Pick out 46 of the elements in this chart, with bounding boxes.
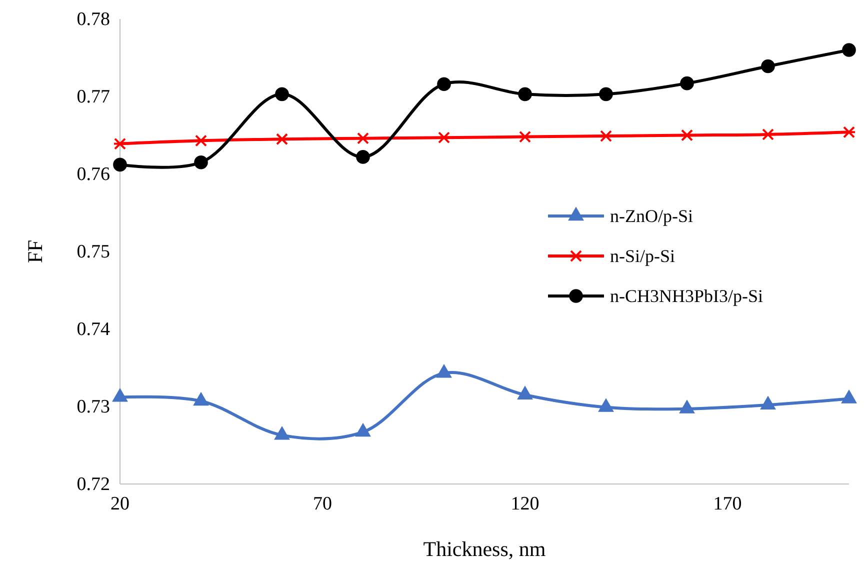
point: [842, 126, 856, 138]
point: [356, 150, 370, 164]
point: [518, 87, 532, 102]
y-tick-label: 0.75: [76, 242, 110, 263]
point: [113, 138, 127, 150]
point: [760, 396, 776, 410]
x-tick-label: 70: [313, 493, 332, 514]
point: [680, 129, 694, 142]
point: [761, 59, 775, 74]
point: [275, 133, 289, 146]
y-tick-label: 0.78: [76, 9, 110, 30]
point: [761, 128, 775, 140]
point: [679, 400, 695, 414]
point: [841, 390, 857, 404]
y-tick-label: 0.76: [76, 164, 110, 186]
point: [113, 158, 127, 172]
point: [112, 388, 128, 402]
point: [599, 130, 613, 142]
y-tick-label: 0.77: [76, 86, 110, 108]
y-axis-title: FF: [23, 240, 47, 264]
point: [437, 132, 451, 144]
x-tick-label: 20: [110, 493, 130, 514]
point: [598, 398, 614, 412]
y-tick-label: 0.74: [76, 319, 110, 340]
point: [437, 77, 451, 91]
y-tick-label: 0.72: [76, 474, 110, 496]
point: [517, 386, 533, 400]
point: [274, 426, 290, 440]
x-tick-label: 170: [713, 493, 742, 514]
point: [680, 76, 694, 90]
point: [193, 392, 209, 406]
legend-label: n-Si/p-Si: [610, 246, 676, 266]
point: [436, 364, 452, 378]
x-axis-title: Thickness, nm: [423, 537, 546, 561]
point: [194, 155, 208, 170]
point: [518, 130, 532, 143]
point: [355, 422, 371, 437]
point: [842, 43, 856, 57]
point: [599, 87, 613, 102]
x-tick-label: 120: [510, 493, 540, 514]
legend-label: n-ZnO/p-Si: [610, 206, 693, 226]
point: [194, 134, 208, 147]
point: [356, 132, 370, 144]
point: [275, 87, 289, 102]
y-tick-label: 0.73: [76, 396, 110, 418]
legend-label: n-CH3NH3PbI3/p-Si: [610, 286, 764, 306]
